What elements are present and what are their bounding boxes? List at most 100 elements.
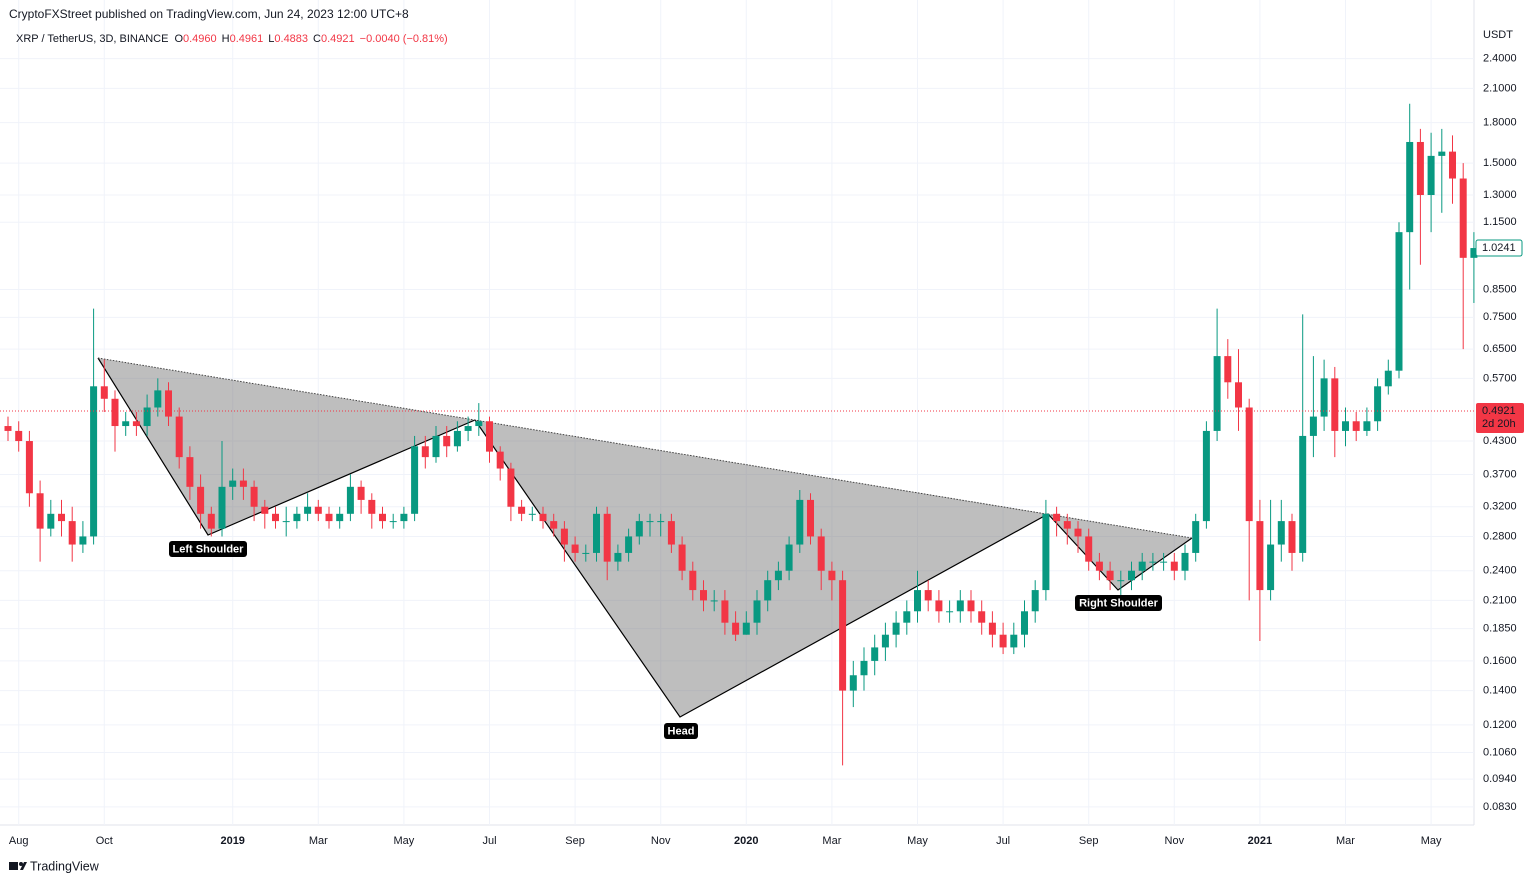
candle-body [68,521,76,545]
candle-body [764,580,772,601]
candle-body [1406,141,1414,233]
candle-body [892,622,900,635]
candle-body [325,513,333,522]
annotation-box [1075,595,1162,611]
y-tick-label: 0.2800 [1483,530,1517,542]
symbol-title: XRP / TetherUS, 3D, BINANCE [16,33,168,45]
x-tick-label: 2020 [734,835,758,847]
candle-body [239,480,247,487]
x-tick-label: Mar [309,835,328,847]
candle-body [528,513,536,515]
candle-body [914,590,921,612]
annotation-box [664,723,698,739]
candle-body [710,600,718,602]
candle-body [1416,141,1424,196]
candle-body [1160,561,1168,563]
x-tick-label: Nov [1165,835,1185,847]
candle-body [667,521,675,545]
y-tick-label: 0.0940 [1483,773,1517,785]
ohlc-key: H [222,33,230,45]
y-tick-label: 1.5000 [1483,157,1517,169]
candle-body [550,521,558,529]
annotation: Head [668,725,695,737]
candle-body [1267,544,1275,591]
x-tick-label: Jul [996,835,1010,847]
candle-body [881,634,889,648]
candle-body [261,506,269,514]
x-tick-label: 2021 [1248,835,1272,847]
candle-body [486,421,493,452]
logo-mark [19,862,23,866]
candle-body [967,600,975,612]
candle-body [1192,521,1200,553]
candle-body [1342,421,1349,431]
candle-body [475,421,483,427]
x-tick-label: Mar [822,835,841,847]
candle-body [1063,521,1071,529]
x-tick-label: Sep [1079,835,1099,847]
candle-body [132,421,140,427]
candle-body [122,421,130,427]
candle-body [1245,407,1253,522]
y-tick-label: 0.2400 [1483,565,1517,577]
y-tick-label: 0.1400 [1483,685,1517,697]
candle-body [218,486,226,529]
candle-body [807,499,814,537]
ohlc-change: −0.0040 (−0.81%) [360,33,448,45]
candle-body [978,611,986,623]
candle-body [1384,370,1392,387]
x-tick-label: Sep [565,835,585,847]
ohlc-value: 0.4961 [230,33,264,45]
candle-body [753,600,761,623]
candle-body [314,506,322,514]
x-tick-label: Oct [96,835,113,847]
candle-body [1309,416,1317,436]
candle-body [796,499,804,545]
candle-body [742,622,750,635]
y-tick-label: 0.3700 [1483,468,1517,480]
y-tick-label: 0.5700 [1483,372,1517,384]
brand: TradingView [30,859,100,873]
y-tick-label: 0.7500 [1483,311,1517,323]
candle-body [507,468,515,507]
y-tick-label: 1.1500 [1483,216,1517,228]
candle-body [1202,430,1210,522]
candle-body [860,660,868,676]
candle-body [732,622,740,635]
candle-body [657,521,665,523]
candle-body [593,513,600,553]
candle-body [453,430,461,447]
y-tick-label: 0.1600 [1483,655,1517,667]
candle-body [272,513,279,522]
candle-body [924,590,932,601]
candle-body [1085,536,1093,562]
candle-body [400,513,408,522]
y-tick-label: 0.1060 [1483,746,1517,758]
candle-body [1288,521,1296,553]
candle-body [58,513,65,522]
candle-body [1277,521,1285,545]
candle-body [774,570,782,581]
candle-body [282,521,290,523]
candle-body [1352,421,1360,431]
annotations: Left Shoulder Head Right Shoulder [169,541,1162,739]
candle-body [464,426,472,431]
candle-body [518,506,526,514]
candle-body [1395,232,1403,371]
candle-body [1095,561,1103,571]
candle-body [293,513,301,522]
candle-body [1128,570,1135,581]
candle-body [1106,570,1114,581]
candle-body [625,536,633,553]
candle-body [721,600,729,623]
candle-body [903,611,911,623]
y-tick-label: 0.4300 [1483,435,1517,447]
price-label-box [1476,403,1524,434]
candle-body [411,446,419,514]
candle-body [4,426,12,431]
candle-body [389,521,397,523]
candle-body [79,536,87,545]
